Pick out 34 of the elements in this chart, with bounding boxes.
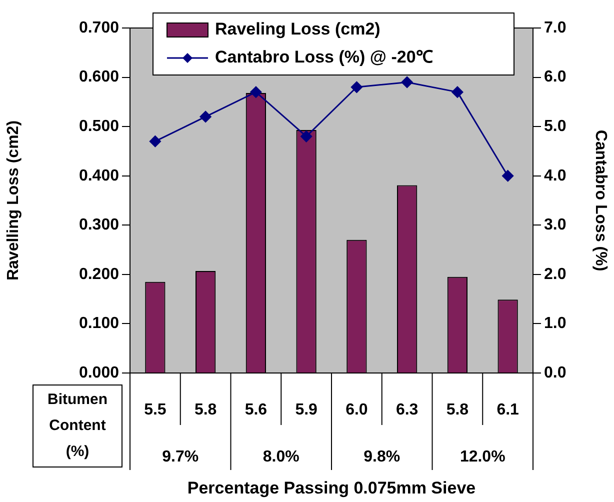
y2-tick-label: 7.0 <box>544 19 566 36</box>
y-tick-label: 0.400 <box>78 167 120 184</box>
y2-tick-label: 4.0 <box>544 167 566 184</box>
x-tick-label: 5.6 <box>244 401 268 418</box>
text: 12.0% <box>460 448 506 466</box>
x-axis-title: Percentage Passing 0.075mm Sieve <box>187 478 476 498</box>
x-tick-label: 5.9 <box>295 401 318 418</box>
text: Bitumen Content (%) <box>48 391 108 460</box>
x-tick-label: 6.0 <box>346 401 368 418</box>
x-tick-label: 5.8 <box>446 401 469 418</box>
legend-label: Cantabro Loss (%) @ -20℃ <box>215 48 433 67</box>
x-tick-label: 6.1 <box>496 401 520 418</box>
legend-label: Raveling Loss (cm2) <box>215 20 380 39</box>
y2-axis-title: Cantabro Loss (%) <box>592 130 609 272</box>
x-tick-label: 5.5 <box>144 401 166 418</box>
y-axis-title: Ravelling Loss (cm2) <box>5 120 22 281</box>
y-tick-label: 0.600 <box>78 68 120 86</box>
y2-tick-label: 1.0 <box>544 315 566 332</box>
text: 9.8% <box>364 448 400 466</box>
x-tick-label: 6.3 <box>396 401 418 418</box>
y-tick-label: 0.500 <box>78 118 120 135</box>
y2-tick-label: 2.0 <box>544 266 566 283</box>
y-tick-label: 0.700 <box>78 19 120 36</box>
y2-tick-label: 0.0 <box>544 364 566 382</box>
y-tick-label: 0.300 <box>78 216 120 234</box>
y-tick-label: 0.100 <box>78 315 120 332</box>
y2-tick-label: 3.0 <box>544 216 566 234</box>
y-tick-label: 0.200 <box>78 266 120 283</box>
x-tick-label: 5.8 <box>194 401 217 418</box>
y2-tick-label: 5.0 <box>544 118 566 135</box>
y-tick-label: 0.000 <box>78 364 120 382</box>
y2-tick-label: 6.0 <box>544 68 566 86</box>
text: 8.0% <box>262 448 300 466</box>
text: 9.7% <box>162 448 199 466</box>
